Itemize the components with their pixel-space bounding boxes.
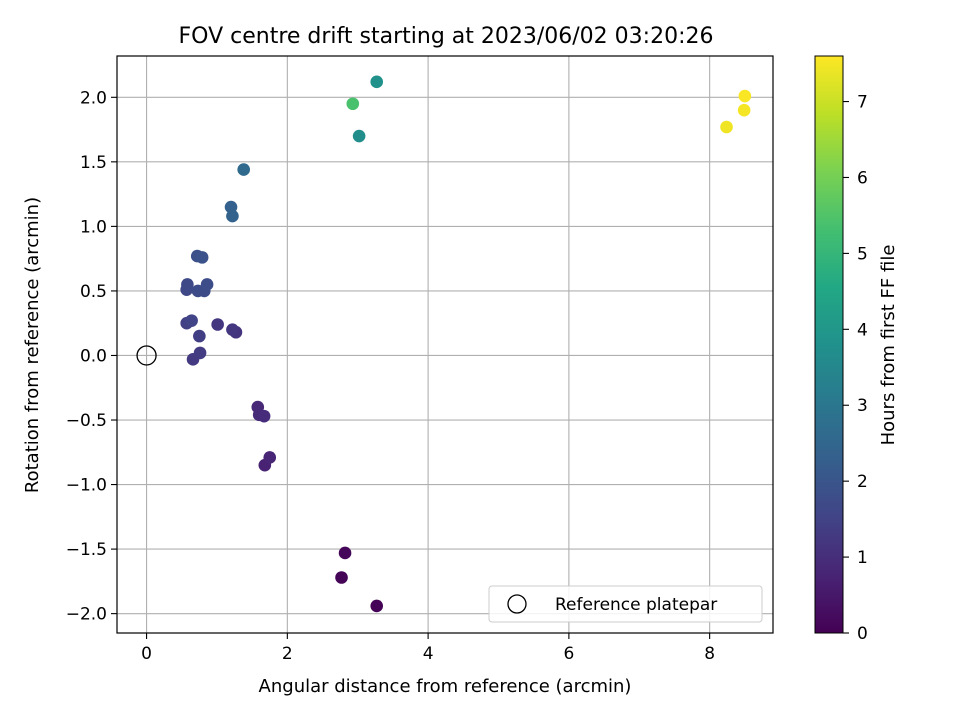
y-axis-ticks: −2.0 −1.5 −1.0 −0.5 0.0 0.5 1.0 1.5 2.0	[66, 88, 117, 625]
data-point	[352, 129, 366, 143]
data-point	[335, 571, 348, 584]
x-tick-label: 0	[141, 644, 152, 664]
y-axis-label: Rotation from reference (arcmin)	[22, 197, 43, 493]
data-point	[370, 599, 384, 613]
colorbar-tick-label: 1	[857, 548, 868, 568]
colorbar-tick-label: 5	[857, 244, 868, 264]
data-point	[226, 209, 239, 223]
data-point	[181, 278, 194, 291]
y-tick-label: 1.5	[80, 153, 107, 173]
data-point	[195, 251, 209, 264]
reference-layer	[136, 345, 157, 366]
colorbar-tick-label: 7	[857, 93, 868, 113]
x-tick-label: 8	[704, 644, 715, 664]
data-point	[346, 97, 360, 111]
legend-label: Reference platepar	[555, 595, 717, 615]
data-point	[226, 323, 239, 336]
colorbar-tick-label: 2	[857, 472, 868, 492]
y-tick-label: 1.0	[80, 217, 107, 237]
data-point	[211, 318, 224, 331]
y-tick-label: 0.0	[80, 346, 107, 366]
data-point	[200, 278, 214, 291]
y-tick-label: −1.5	[66, 540, 107, 560]
x-tick-label: 6	[563, 644, 574, 664]
data-point	[257, 409, 271, 423]
colorbar-tick-label: 3	[857, 396, 868, 416]
colorbar-label: Hours from first FF file	[878, 245, 899, 446]
colorbar	[814, 55, 844, 634]
y-tick-label: −1.0	[66, 476, 107, 496]
data-point	[338, 546, 352, 560]
data-point	[237, 163, 250, 176]
y-tick-label: 2.0	[80, 88, 107, 108]
colorbar-tick-label: 6	[857, 168, 868, 188]
plot-frame	[116, 55, 774, 634]
data-point	[370, 75, 384, 89]
legend-box	[488, 585, 763, 623]
data-point	[185, 314, 198, 327]
data-point	[263, 451, 277, 464]
colorbar-tick-label: 0	[857, 624, 868, 644]
data-point	[720, 120, 733, 134]
colorbar-tick-label: 4	[857, 320, 868, 340]
y-tick-label: −0.5	[66, 411, 107, 431]
data-point	[737, 103, 751, 117]
x-axis-ticks: 0 2 4 6 8	[141, 633, 715, 664]
legend: Reference platepar	[488, 585, 763, 623]
colorbar-ticks: 0 1 2 3 4 5 6 7	[843, 93, 868, 644]
x-tick-label: 4	[423, 644, 434, 664]
reference-platepar-marker	[136, 345, 157, 366]
y-tick-label: −2.0	[66, 605, 107, 625]
data-point	[738, 89, 752, 103]
y-tick-label: 0.5	[80, 282, 107, 302]
legend-marker	[507, 594, 527, 614]
scatter-points	[180, 75, 752, 613]
grid	[117, 56, 773, 633]
data-point	[193, 346, 207, 360]
chart-title: FOV centre drift starting at 2023/06/02 …	[179, 24, 714, 49]
x-tick-label: 2	[282, 644, 293, 664]
data-point	[193, 329, 206, 343]
x-axis-label: Angular distance from reference (arcmin)	[259, 676, 632, 697]
